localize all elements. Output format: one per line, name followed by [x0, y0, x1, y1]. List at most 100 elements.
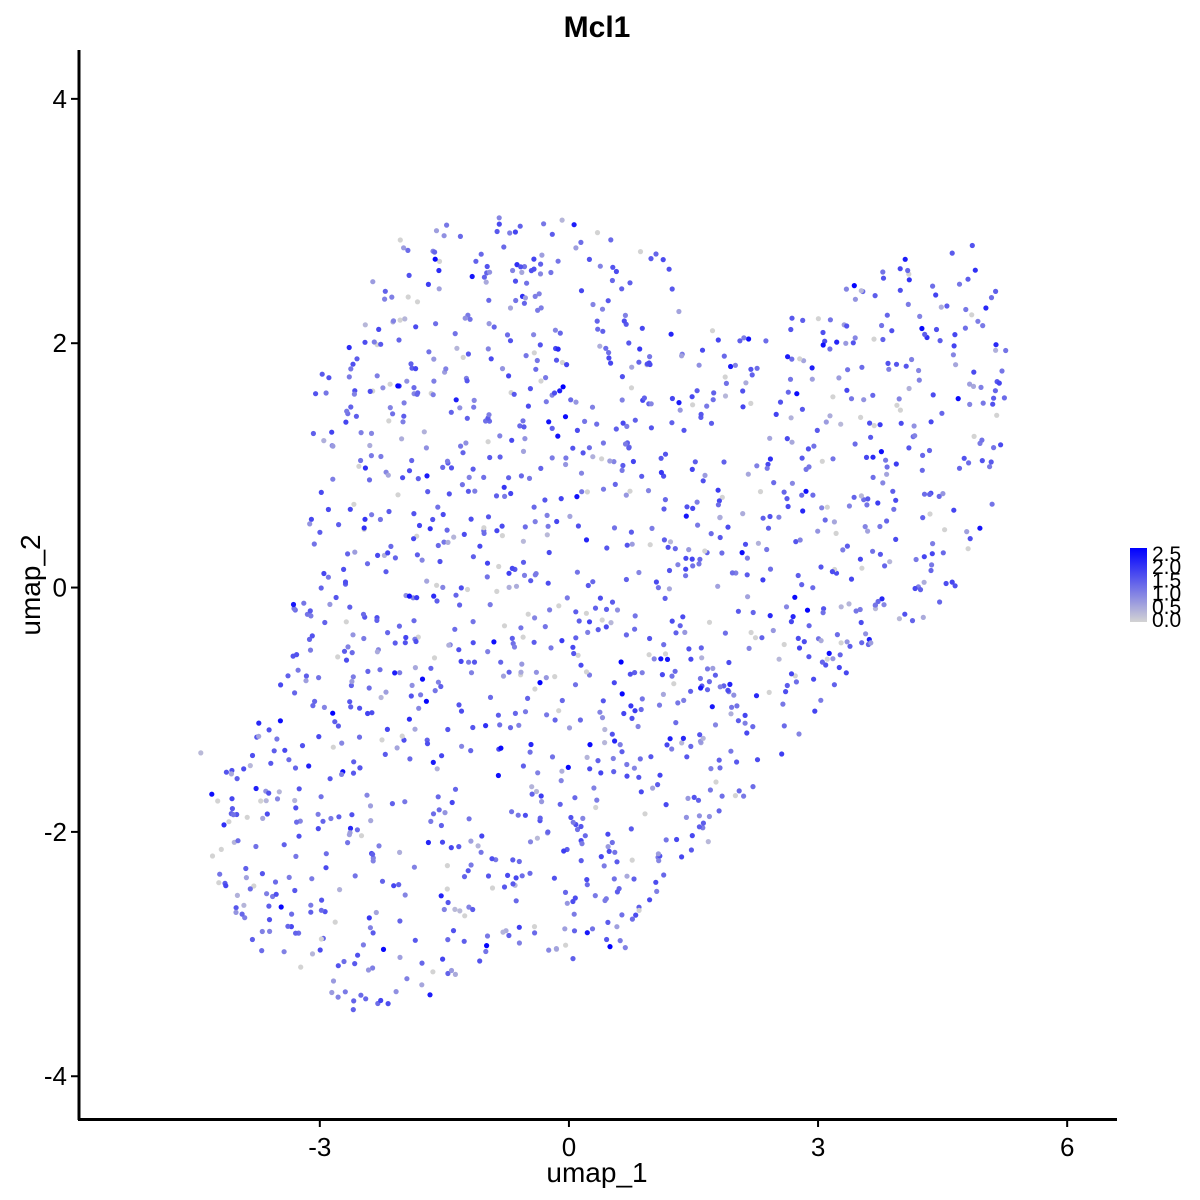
data-point	[448, 465, 455, 471]
data-point	[328, 815, 334, 822]
data-point	[800, 508, 806, 514]
data-point	[491, 639, 497, 645]
data-point	[512, 710, 519, 717]
color-legend-label: 0.0	[1152, 609, 1181, 632]
data-point	[993, 347, 999, 353]
data-point	[812, 708, 818, 714]
data-point	[951, 507, 957, 513]
data-point	[607, 458, 613, 464]
data-point	[399, 733, 405, 739]
data-point	[457, 405, 463, 411]
data-point	[573, 609, 579, 615]
data-point	[599, 715, 606, 721]
data-point	[706, 813, 713, 820]
data-point	[857, 556, 864, 562]
data-point	[597, 595, 604, 601]
data-point	[902, 256, 908, 262]
data-point	[412, 665, 418, 671]
data-point	[538, 793, 544, 799]
data-point	[330, 710, 336, 716]
data-point	[301, 600, 307, 606]
data-point	[242, 915, 248, 921]
data-point	[562, 414, 569, 420]
data-point	[317, 947, 323, 953]
data-point	[508, 490, 514, 497]
data-point	[648, 401, 654, 407]
data-point	[604, 936, 610, 943]
data-point	[498, 745, 504, 751]
data-point	[971, 369, 977, 375]
data-point	[286, 757, 292, 763]
data-point	[699, 347, 706, 353]
data-point	[628, 703, 634, 709]
data-point	[522, 436, 528, 442]
data-point	[485, 873, 492, 879]
data-point	[425, 281, 431, 287]
data-point	[266, 903, 272, 909]
data-point	[699, 655, 705, 661]
data-point	[658, 656, 664, 662]
data-point	[285, 673, 291, 679]
data-point	[446, 642, 452, 648]
data-point	[844, 543, 851, 549]
data-point	[456, 647, 462, 653]
data-point	[461, 874, 468, 880]
data-point	[710, 397, 716, 403]
data-point	[673, 720, 679, 726]
data-point	[810, 585, 816, 591]
data-point	[882, 563, 888, 569]
data-point	[525, 695, 531, 702]
data-point	[486, 321, 492, 327]
data-point	[577, 717, 584, 723]
data-point	[818, 638, 824, 644]
data-point	[666, 567, 673, 574]
data-point	[821, 606, 827, 612]
data-point	[702, 548, 708, 554]
data-point	[991, 395, 997, 401]
data-point	[600, 328, 606, 334]
data-point	[886, 366, 892, 372]
data-point	[463, 440, 469, 446]
data-point	[863, 454, 870, 460]
data-point	[728, 748, 734, 754]
data-point	[312, 698, 318, 705]
data-point	[788, 671, 795, 677]
data-point	[563, 942, 569, 948]
data-point	[570, 898, 576, 905]
data-point	[819, 659, 826, 665]
data-point	[631, 765, 638, 771]
data-point	[595, 326, 601, 332]
data-point	[378, 341, 384, 347]
data-point	[233, 909, 239, 916]
data-point	[361, 635, 367, 642]
data-point	[583, 537, 590, 543]
data-point	[317, 529, 323, 535]
data-point	[870, 548, 876, 554]
data-point	[273, 891, 279, 897]
data-point	[551, 875, 558, 881]
data-point	[655, 782, 661, 788]
data-point	[746, 645, 752, 652]
data-point	[742, 712, 748, 719]
data-point	[517, 223, 523, 229]
data-point	[516, 722, 522, 728]
data-point	[575, 523, 582, 529]
data-point	[764, 546, 770, 553]
data-point	[567, 513, 573, 520]
data-point	[684, 504, 690, 510]
data-point	[590, 301, 596, 308]
data-point	[369, 512, 375, 518]
data-point	[364, 561, 371, 567]
data-point	[395, 492, 401, 498]
data-point	[992, 388, 999, 394]
data-point	[811, 676, 817, 682]
data-point	[580, 815, 586, 822]
data-point	[697, 556, 703, 562]
data-point	[396, 623, 402, 629]
data-point	[859, 640, 865, 646]
data-point	[529, 784, 535, 790]
data-point	[522, 709, 529, 715]
data-point	[367, 925, 373, 931]
color-legend: 2.52.01.51.00.50.0	[1130, 543, 1181, 632]
data-point	[680, 614, 686, 620]
